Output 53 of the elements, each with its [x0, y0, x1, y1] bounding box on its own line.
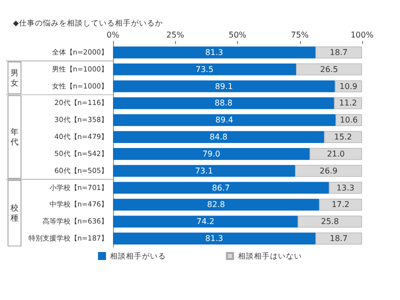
- bar: [113, 148, 310, 160]
- data-label: 81.3: [205, 48, 224, 57]
- data-label: 74.2: [196, 217, 214, 226]
- bar: [113, 232, 316, 244]
- data-label: 82.8: [207, 200, 225, 210]
- data-label: 18.7: [330, 48, 348, 57]
- x-tick-label: 25%: [166, 30, 185, 40]
- data-label: 81.3: [205, 234, 224, 244]
- data-label: 18.7: [330, 234, 348, 244]
- bar: [324, 131, 362, 143]
- text: 校種: [10, 204, 18, 223]
- x-tick-label: 50%: [228, 30, 247, 40]
- bar: [113, 164, 296, 177]
- data-label: 86.7: [212, 183, 230, 192]
- bar: [113, 63, 296, 76]
- text: 年代: [10, 128, 18, 147]
- bar: [113, 182, 329, 194]
- bar: [319, 198, 362, 211]
- data-label: 84.8: [210, 132, 228, 142]
- bar: [310, 148, 362, 160]
- data-label: 73.5: [196, 64, 214, 74]
- data-label: 88.8: [214, 98, 232, 108]
- data-label: 11.2: [339, 98, 357, 108]
- bar: [295, 164, 362, 177]
- bar: [315, 232, 362, 244]
- data-label: 10.9: [340, 82, 358, 91]
- bar: [113, 97, 334, 110]
- bar: [113, 46, 316, 58]
- data-label: 25.8: [320, 217, 339, 226]
- data-label: 26.5: [320, 64, 338, 74]
- data-label: 10.6: [340, 116, 358, 125]
- data-label: 73.1: [195, 166, 213, 176]
- data-label: 89.4: [215, 116, 234, 125]
- bar: [334, 97, 362, 110]
- bar: [296, 63, 362, 76]
- data-label: 89.1: [215, 82, 233, 91]
- bar: [113, 80, 335, 92]
- bar: [298, 216, 362, 228]
- data-label: 15.2: [334, 132, 352, 142]
- data-label: 17.2: [332, 200, 350, 210]
- bar: [113, 198, 320, 211]
- x-tick-label: 0%: [106, 30, 120, 40]
- bar: [113, 216, 298, 228]
- text: 男女: [10, 68, 18, 88]
- data-label: 79.0: [202, 149, 220, 158]
- data-label: 13.3: [336, 183, 354, 192]
- data-label: 21.0: [326, 149, 345, 158]
- data-label: 26.9: [320, 166, 338, 176]
- x-tick-label: 75%: [290, 30, 310, 40]
- bar: [113, 114, 336, 126]
- x-tick-label: 100%: [350, 30, 374, 40]
- bar: [315, 46, 362, 58]
- bar: [113, 131, 324, 143]
